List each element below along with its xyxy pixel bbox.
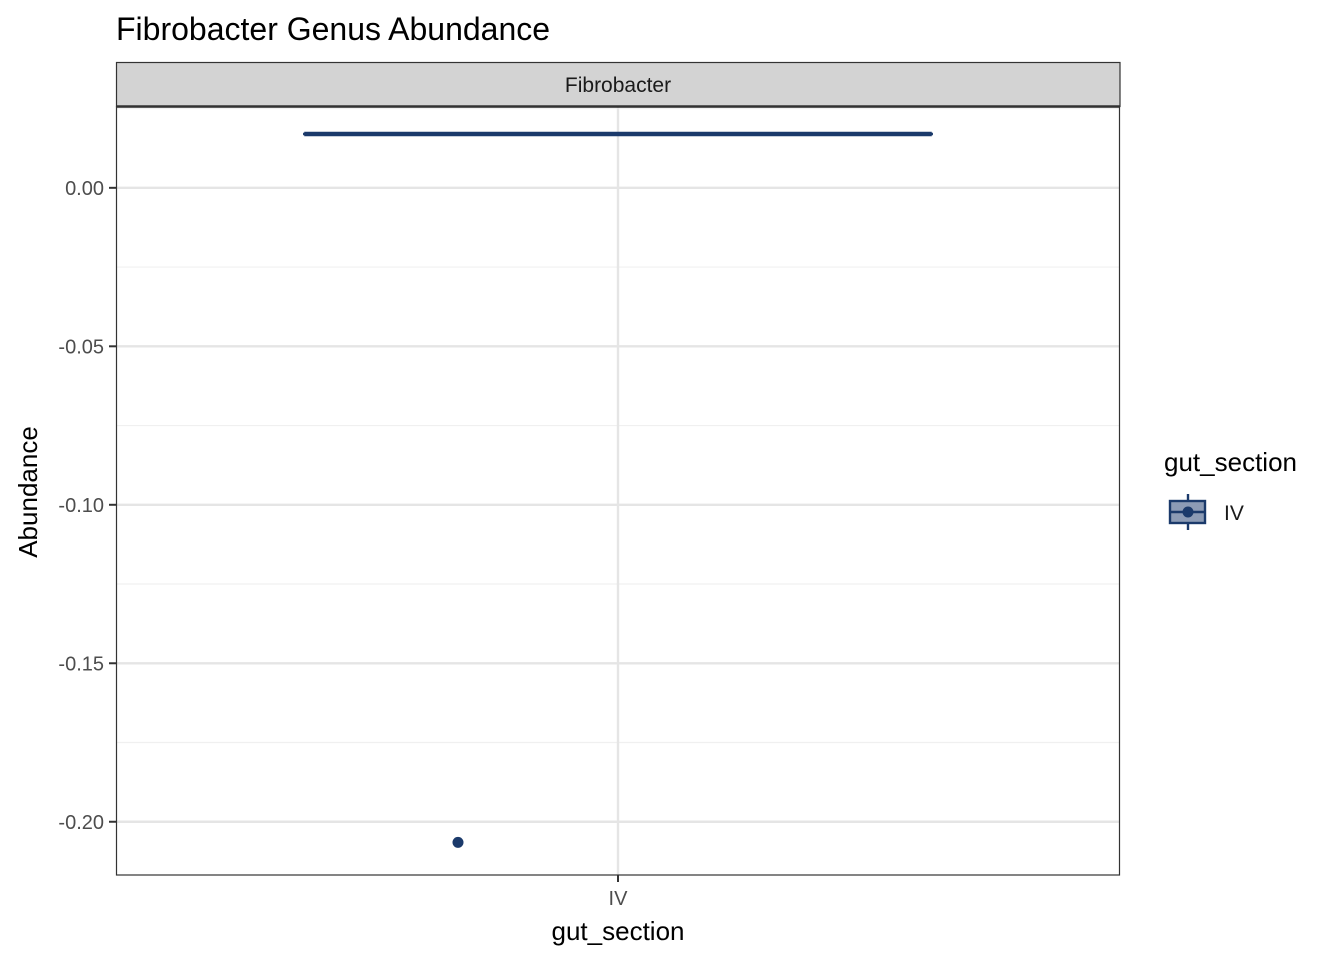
- legend-entry-label: IV: [1224, 502, 1244, 525]
- outlier-point: [452, 836, 464, 848]
- facet-strip-label: Fibrobacter: [565, 74, 671, 97]
- legend-key: [1168, 494, 1207, 530]
- y-tick-label: -0.20: [58, 812, 104, 834]
- y-tick-label: -0.10: [58, 495, 104, 517]
- legend-title: gut_section: [1164, 447, 1297, 477]
- y-axis-title: Abundance: [13, 426, 43, 558]
- x-axis-title: gut_section: [552, 916, 685, 946]
- y-tick-label: 0.00: [65, 178, 104, 200]
- x-tick-label: IV: [609, 888, 629, 910]
- legend-key-point: [1182, 506, 1194, 518]
- chart-title: Fibrobacter Genus Abundance: [116, 11, 550, 47]
- y-tick-label: -0.05: [58, 336, 104, 358]
- y-tick-label: -0.15: [58, 653, 104, 675]
- plot-panel: [116, 107, 1120, 875]
- facet-strip: [115, 61, 1121, 108]
